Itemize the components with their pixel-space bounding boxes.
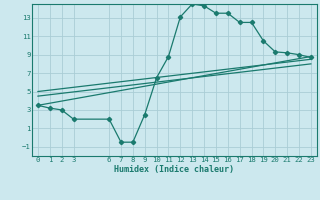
X-axis label: Humidex (Indice chaleur): Humidex (Indice chaleur): [115, 165, 234, 174]
